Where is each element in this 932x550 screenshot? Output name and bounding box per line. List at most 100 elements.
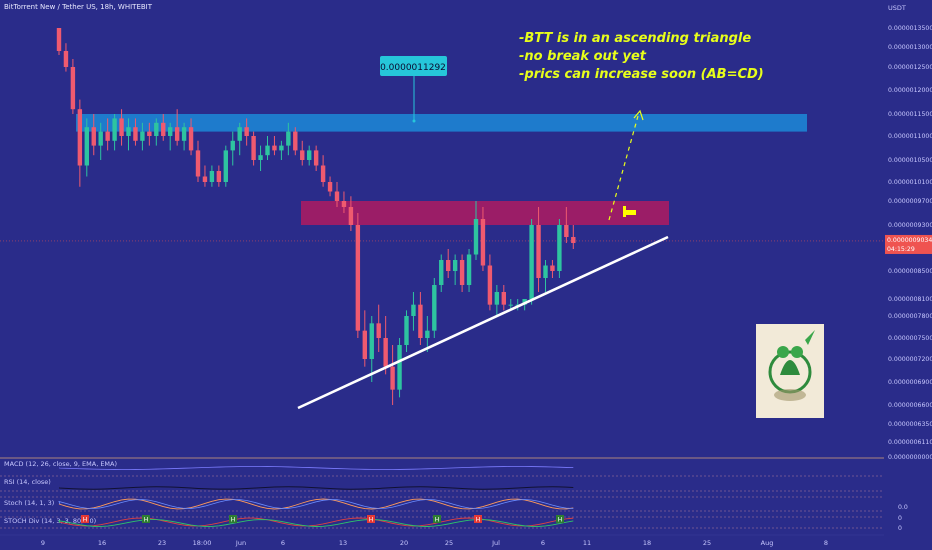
candle-body [195,150,201,177]
osc-tick-label: 0.0 [898,504,908,511]
divergence-marker-label: H [369,517,374,524]
time-tick-label: 18:00 [193,539,212,547]
candle-body [446,260,451,271]
time-tick-label: 9 [41,539,45,547]
candle-body [334,191,340,201]
divergence-marker [556,515,564,523]
projection-arrow [608,115,639,221]
projection-arrowhead [633,109,644,121]
candle-body [473,219,479,255]
indicator-area [0,459,884,550]
candle-body [174,127,180,141]
current-price-label: 0.0000009034 [887,237,932,244]
time-tick-label: 25 [445,539,453,547]
candle-body [425,330,430,338]
symbol-title: BitTorrent New / Tether US, 18h, WHITEBI… [4,3,153,11]
candle-body [341,201,347,207]
time-tick-label: 25 [703,539,711,547]
stoch-div-signal-line [58,519,574,527]
candle-body [202,176,208,182]
time-tick-label: 13 [339,539,347,547]
time-tick-label: Aug [761,539,774,547]
candle-body [480,219,486,266]
osc-tick-label: 0 [898,525,902,532]
price-tick-label: 0.0000008100 [888,296,932,303]
candle-body [550,265,555,271]
candle-body [119,118,124,136]
annotation-line: -no break out yet [519,49,647,64]
logo-sprout [805,330,815,345]
divergence-marker [367,515,375,523]
candle-body [369,323,374,359]
price-tick-label: 0.0000006350 [888,421,932,428]
candle-body [404,316,409,345]
candle-body [459,260,465,285]
logo-bud [791,346,803,358]
divergence-marker-label: H [476,517,481,524]
candle-body [376,323,381,338]
candle-body [543,265,548,278]
candle-body [70,67,76,110]
indicator-label-rsi: RSI (14, close) [4,478,51,486]
candle-body [418,304,423,338]
time-tick-label: 20 [400,539,408,547]
callout-price-label: 0.0000011292 [380,63,446,73]
candle-body [279,145,284,151]
currency-label: USDT [888,4,906,12]
candle-body [84,127,89,166]
candle-body [439,260,444,285]
candle-body [320,165,326,182]
candle-body [411,304,416,316]
candle-body [529,225,534,299]
candle-body [300,150,305,160]
candle-body [508,304,513,306]
candle-body [258,155,263,160]
candle-body [126,127,131,136]
price-tick-label: 0.0000012000 [888,87,932,94]
time-tick-label: Jun [235,539,246,547]
price-tick-label: 0.0000010100 [888,179,932,186]
price-tick-label: 0.0000012500 [888,64,932,71]
indicator-label-stoch_div: STOCH Div (14, 3, 3, 80, 20) [4,517,96,525]
divergence-marker-label: H [83,517,88,524]
candle-body [244,127,249,136]
time-tick-label: 18 [643,539,651,547]
price-tick-label: 0.0000007500 [888,335,932,342]
stoch-d-line [58,499,574,509]
candle-body [272,145,277,151]
divergence-marker [142,515,150,523]
annotation-line: -prics can increase soon (AB=CD) [519,67,764,82]
candle-body [466,254,472,285]
candle-body [161,122,166,136]
candle-body [223,150,228,182]
candle-body [237,127,242,141]
candle-body [147,131,152,136]
candle-body [154,122,159,136]
candle-body [557,225,562,271]
candle-body [168,127,173,136]
time-tick-label: Jul [491,539,500,547]
candle-body [397,345,402,390]
osc-tick-label: 0 [898,515,902,522]
divergence-marker [433,515,441,523]
candle-body [98,131,103,146]
price-tick-label: 0.0000006900 [888,379,932,386]
rsi-line [58,486,574,490]
price-tick-label: 0.0000009700 [888,198,932,205]
divergence-marker-label: H [231,517,236,524]
candle-body [362,330,367,359]
logo-leaf [780,360,800,375]
macd-line [58,466,574,470]
divergence-marker [81,515,89,523]
candle-body [536,225,541,278]
indicator-label-stoch: Stoch (14, 1, 3) [4,499,54,507]
candle-body [133,127,138,141]
price-tick-label: 0.0000000000 [888,454,932,461]
price-tick-label: 0.0000006600 [888,402,932,409]
divergence-marker-label: H [144,517,149,524]
candle-body [293,131,298,151]
candle-body [327,182,333,192]
candle-body [487,265,493,305]
candle-body [105,131,110,141]
